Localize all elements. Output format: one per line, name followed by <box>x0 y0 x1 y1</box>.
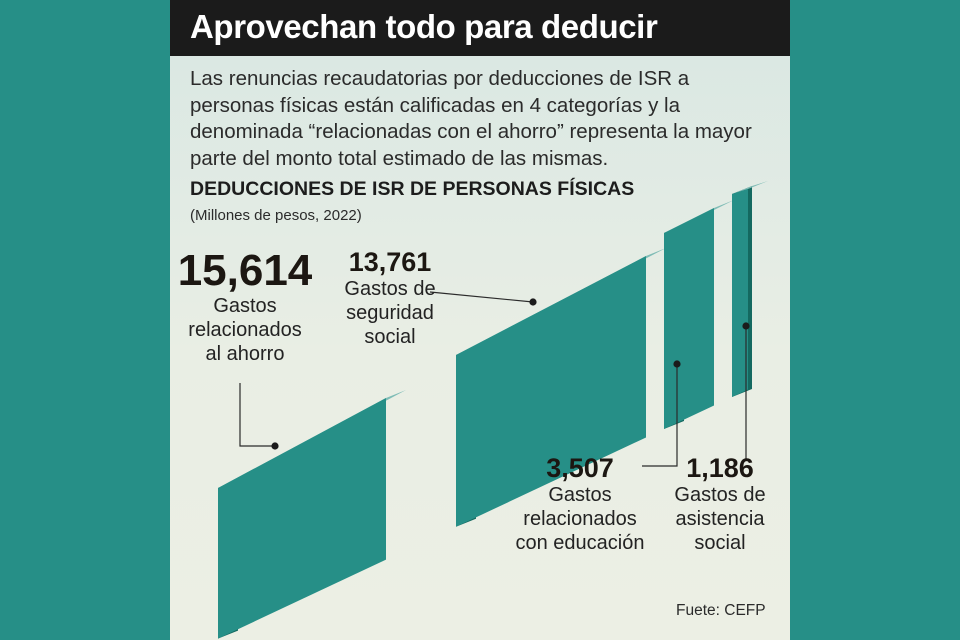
chart-subtitle: (Millones de pesos, 2022) <box>190 207 362 224</box>
category-label-line: relacionados <box>188 319 302 341</box>
bar-2 <box>456 248 666 527</box>
data-label-2: 13,761 Gastos de seguridad social <box>330 248 450 349</box>
bar-front-face <box>218 398 386 639</box>
bar-front-face <box>456 256 646 527</box>
category-label-line: social <box>694 532 746 554</box>
infographic-panel: Aprovechan todo para deducir Las renunci… <box>170 0 790 640</box>
category-label-line: Gastos <box>548 484 612 506</box>
category-label-line: seguridad <box>346 302 434 324</box>
leader-2 <box>429 291 537 306</box>
bar-front-face <box>664 208 714 429</box>
leader-dot <box>742 322 750 330</box>
page-title: Aprovechan todo para deducir <box>190 8 658 45</box>
leader-4 <box>742 322 750 460</box>
leader-dot <box>271 442 279 450</box>
leader-dot <box>529 298 537 306</box>
bar-3 <box>664 200 734 429</box>
category-label-line: Gastos de <box>674 484 766 506</box>
data-label-1: 15,614 Gastos relacionados al ahorro <box>170 248 320 366</box>
category-label-line: con educación <box>515 532 645 554</box>
bar-4 <box>732 181 768 398</box>
chart-title: DEDUCCIONES DE ISR DE PERSONAS FÍSICAS <box>190 178 635 200</box>
value-label: 1,186 <box>686 453 754 483</box>
bar-chart <box>218 181 768 639</box>
data-label-3: 3,507 Gastos relacionados con educación <box>500 454 660 555</box>
intro-paragraph: Las renuncias recaudatorias por deduccio… <box>190 67 752 170</box>
source-note: Fuete: CEFP <box>676 602 766 619</box>
leader-1 <box>239 383 279 450</box>
bar-1 <box>218 390 406 639</box>
category-label-line: Gastos de <box>344 278 436 300</box>
category-label-line: asistencia <box>675 508 765 530</box>
bar-front-face <box>732 189 748 398</box>
leader-3 <box>642 360 681 467</box>
category-label-line: Gastos <box>213 295 277 317</box>
leader-dot <box>673 360 681 368</box>
category-label-line: social <box>364 326 416 348</box>
bar-top-face <box>732 181 768 194</box>
category-label-line: relacionados <box>523 508 637 530</box>
category-label-line: al ahorro <box>205 343 285 365</box>
title-bar: Aprovechan todo para deducir <box>170 0 790 56</box>
value-label: 15,614 <box>177 246 313 295</box>
value-label: 3,507 <box>546 453 614 483</box>
value-label: 13,761 <box>348 247 432 277</box>
data-label-4: 1,186 Gastos de asistencia social <box>660 454 780 555</box>
